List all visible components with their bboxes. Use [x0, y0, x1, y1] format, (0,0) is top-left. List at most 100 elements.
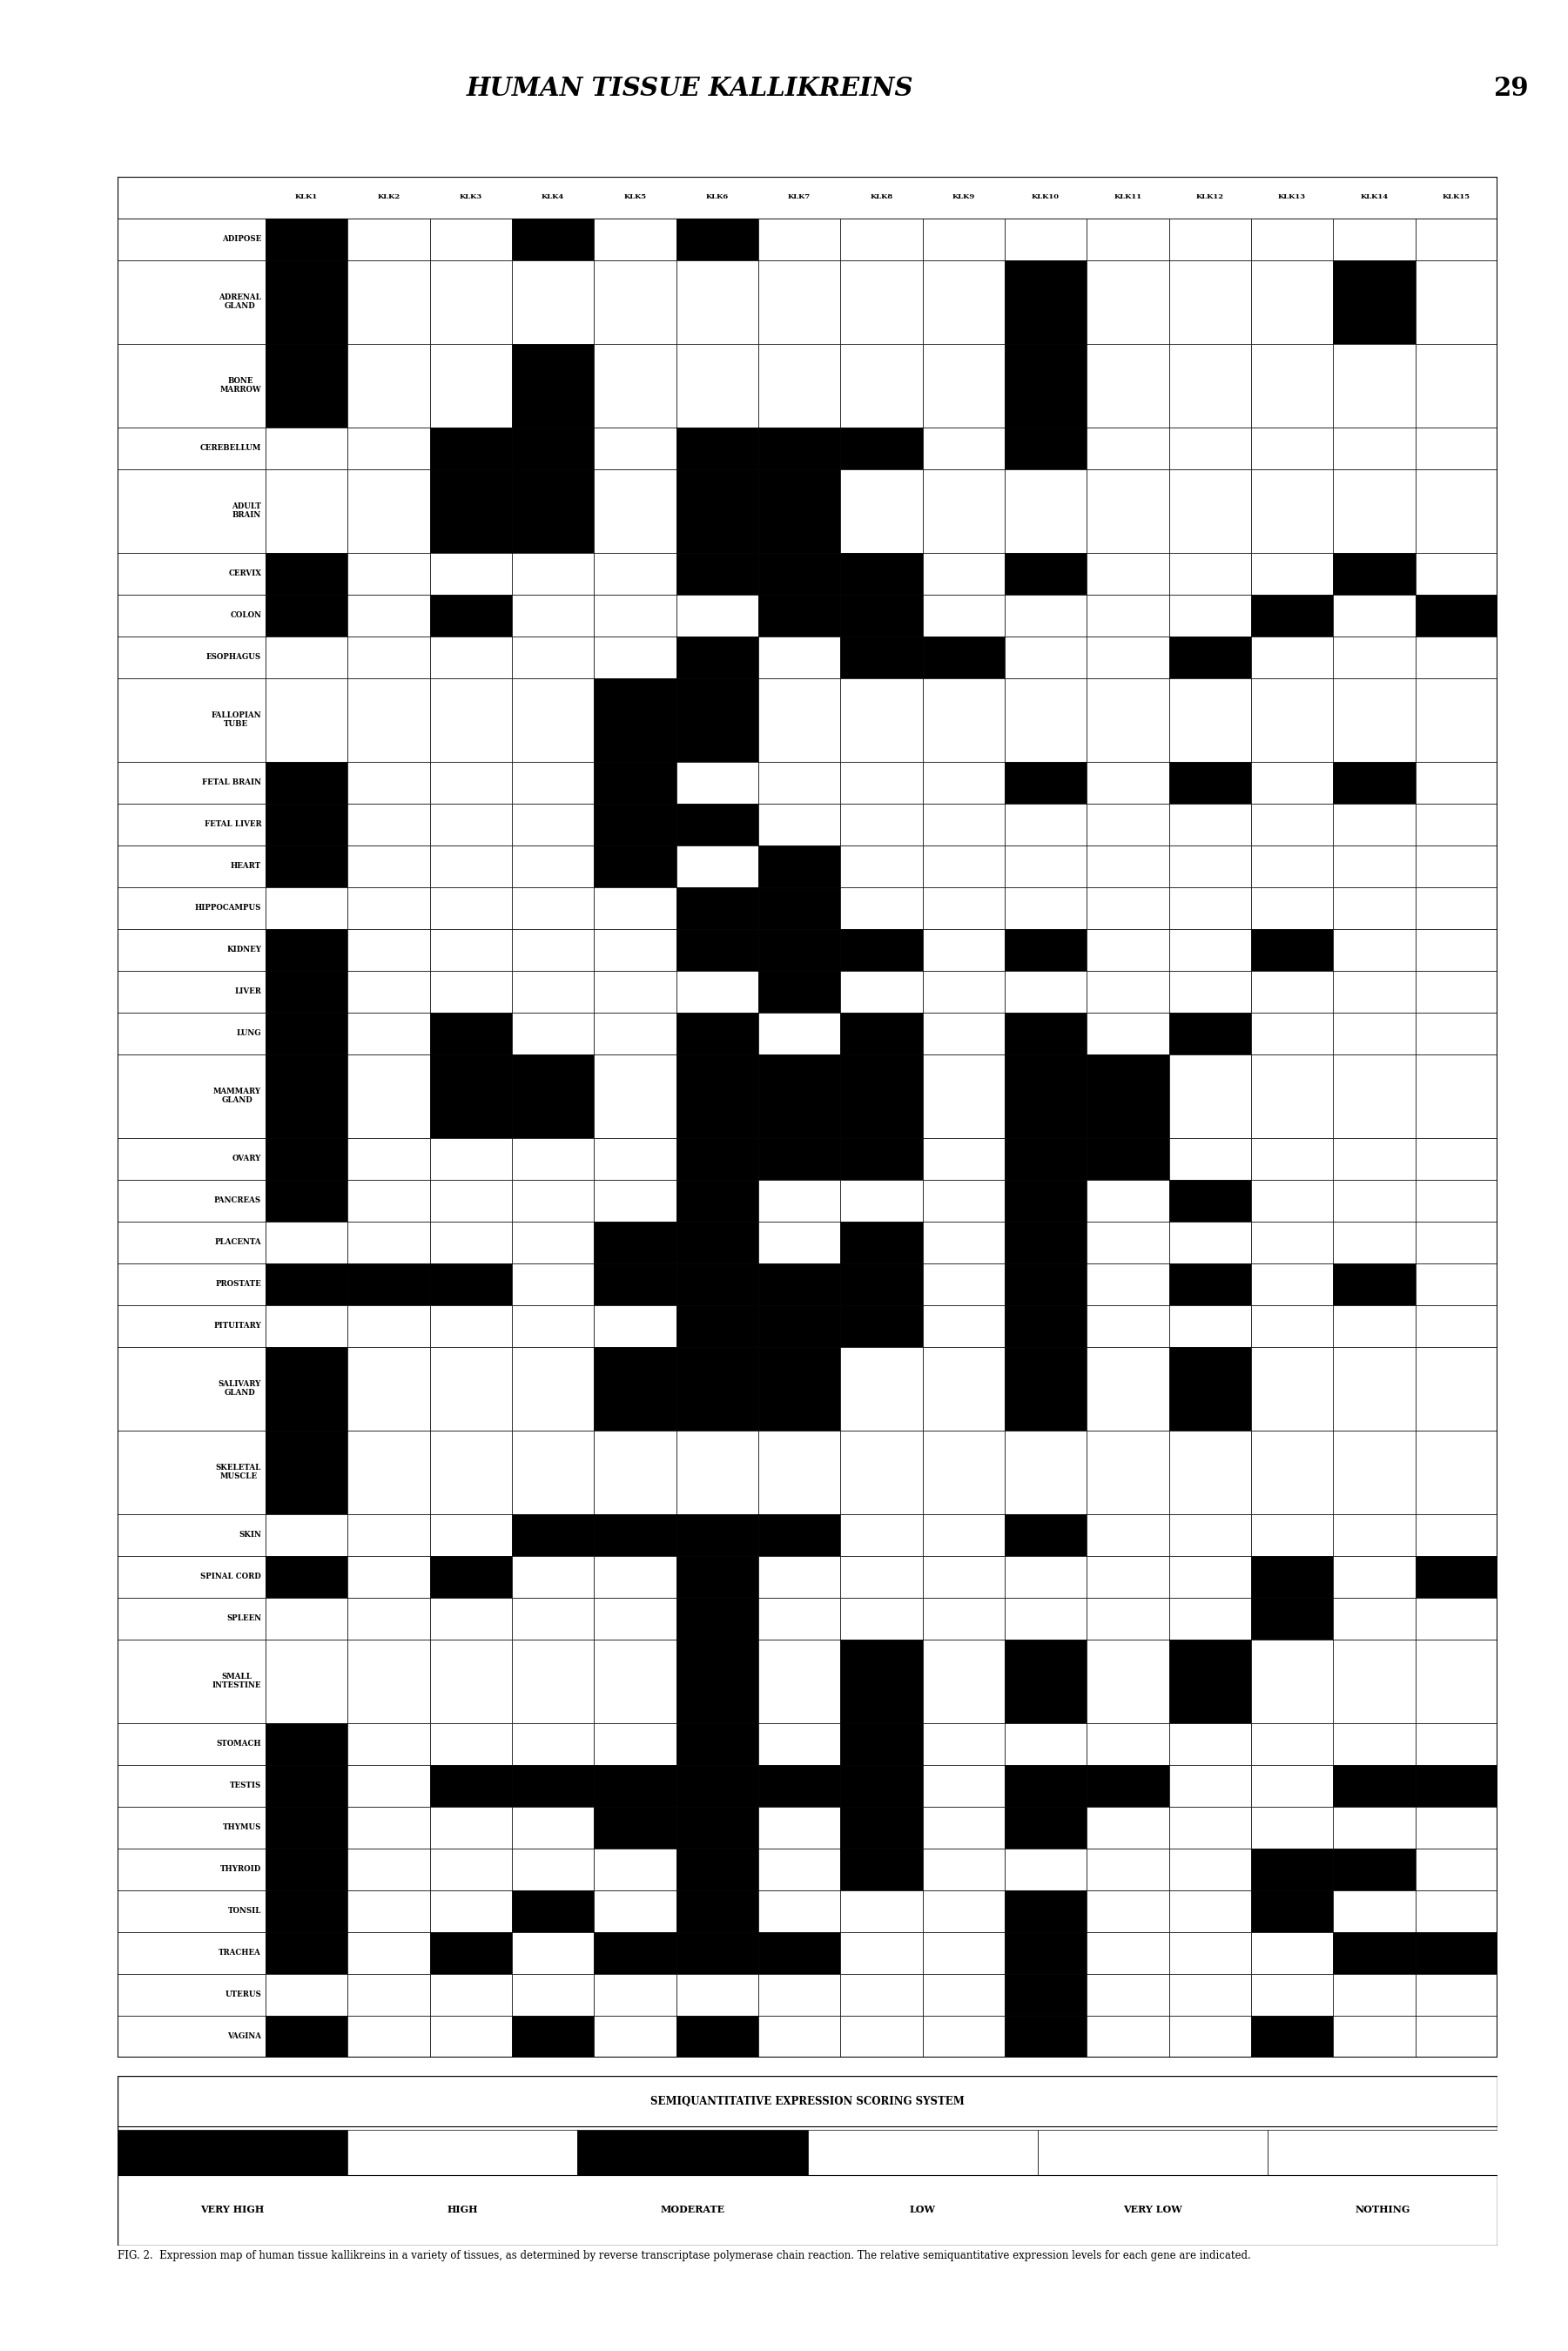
- Bar: [1087, 595, 1168, 637]
- Bar: [594, 1723, 676, 1766]
- Text: PANCREAS: PANCREAS: [215, 1197, 262, 1204]
- Bar: [1038, 2130, 1267, 2175]
- Bar: [840, 1180, 922, 1220]
- Bar: [1087, 1933, 1168, 1972]
- Bar: [1251, 552, 1333, 595]
- Bar: [676, 261, 759, 343]
- Bar: [1416, 595, 1497, 637]
- Text: KLK5: KLK5: [624, 193, 646, 200]
- Bar: [430, 762, 511, 804]
- Bar: [759, 1138, 840, 1180]
- Bar: [1005, 637, 1087, 677]
- Bar: [511, 1596, 594, 1639]
- Bar: [676, 219, 759, 261]
- Text: COLON: COLON: [230, 611, 262, 618]
- Text: STOMACH: STOMACH: [216, 1740, 262, 1747]
- Bar: [840, 762, 922, 804]
- Bar: [265, 886, 348, 929]
- Bar: [1087, 1723, 1168, 1766]
- Bar: [594, 1429, 676, 1514]
- Bar: [676, 844, 759, 886]
- Bar: [759, 2015, 840, 2057]
- Bar: [1416, 1806, 1497, 1848]
- Bar: [840, 1723, 922, 1766]
- Bar: [430, 343, 511, 428]
- Bar: [676, 1972, 759, 2015]
- Bar: [759, 1429, 840, 1514]
- Bar: [1087, 1556, 1168, 1596]
- Bar: [430, 1766, 511, 1806]
- Bar: [511, 1220, 594, 1262]
- Bar: [1168, 1556, 1251, 1596]
- Bar: [348, 1053, 430, 1138]
- Bar: [594, 1262, 676, 1305]
- Bar: [118, 2130, 348, 2175]
- Bar: [1087, 1220, 1168, 1262]
- Text: KLK12: KLK12: [1196, 193, 1225, 200]
- Bar: [265, 1556, 348, 1596]
- Bar: [1005, 929, 1087, 971]
- Bar: [1087, 428, 1168, 468]
- Bar: [594, 762, 676, 804]
- Bar: [594, 261, 676, 343]
- Bar: [1087, 1972, 1168, 2015]
- Bar: [840, 1220, 922, 1262]
- Bar: [759, 886, 840, 929]
- Bar: [348, 1890, 430, 1933]
- Bar: [1005, 1723, 1087, 1766]
- Bar: [1416, 637, 1497, 677]
- Bar: [118, 1347, 265, 1429]
- Bar: [348, 677, 430, 762]
- Text: ADIPOSE: ADIPOSE: [223, 235, 262, 242]
- Bar: [1416, 677, 1497, 762]
- Bar: [840, 1806, 922, 1848]
- Bar: [511, 595, 594, 637]
- Bar: [1087, 762, 1168, 804]
- Bar: [348, 468, 430, 552]
- Bar: [118, 1138, 265, 1180]
- Bar: [1416, 1890, 1497, 1933]
- Bar: [265, 1429, 348, 1514]
- Bar: [759, 219, 840, 261]
- Bar: [1251, 1639, 1333, 1723]
- Bar: [1416, 929, 1497, 971]
- Bar: [1087, 844, 1168, 886]
- Bar: [265, 468, 348, 552]
- Text: KLK4: KLK4: [541, 193, 564, 200]
- Bar: [1168, 595, 1251, 637]
- Text: KLK11: KLK11: [1113, 193, 1142, 200]
- Bar: [1087, 1053, 1168, 1138]
- Bar: [1416, 1639, 1497, 1723]
- Bar: [840, 2015, 922, 2057]
- Text: LUNG: LUNG: [237, 1030, 262, 1037]
- Bar: [594, 1305, 676, 1347]
- Bar: [1251, 343, 1333, 428]
- Bar: [1168, 1933, 1251, 1972]
- Bar: [1005, 1556, 1087, 1596]
- Bar: [1251, 637, 1333, 677]
- Bar: [1087, 261, 1168, 343]
- Bar: [1416, 1933, 1497, 1972]
- Text: SKIN: SKIN: [238, 1531, 262, 1538]
- Bar: [1168, 1429, 1251, 1514]
- Bar: [1005, 1013, 1087, 1053]
- Bar: [840, 1262, 922, 1305]
- Bar: [430, 428, 511, 468]
- Bar: [348, 552, 430, 595]
- Bar: [265, 929, 348, 971]
- Bar: [1251, 261, 1333, 343]
- Bar: [1251, 1890, 1333, 1933]
- Text: CEREBELLUM: CEREBELLUM: [201, 444, 262, 451]
- Bar: [594, 219, 676, 261]
- Bar: [1251, 844, 1333, 886]
- Bar: [348, 1972, 430, 2015]
- Bar: [759, 1933, 840, 1972]
- Bar: [1087, 637, 1168, 677]
- Bar: [594, 1766, 676, 1806]
- Bar: [1251, 1723, 1333, 1766]
- Bar: [1087, 1639, 1168, 1723]
- Bar: [676, 2015, 759, 2057]
- Bar: [430, 219, 511, 261]
- Text: SEMIQUANTITATIVE EXPRESSION SCORING SYSTEM: SEMIQUANTITATIVE EXPRESSION SCORING SYST…: [651, 2095, 964, 2106]
- Bar: [840, 844, 922, 886]
